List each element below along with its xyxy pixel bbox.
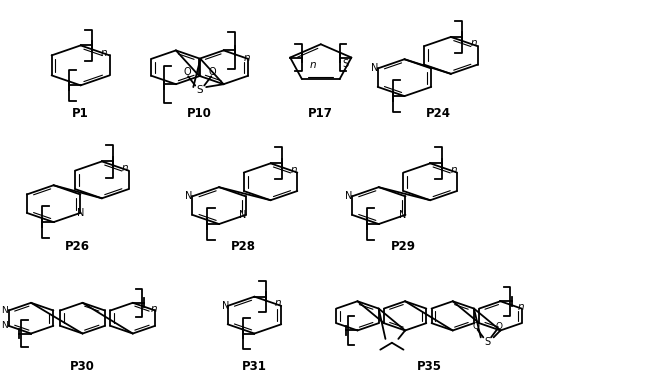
Text: S: S <box>342 60 349 69</box>
Text: O: O <box>472 322 479 331</box>
Text: P10: P10 <box>187 107 212 120</box>
Text: P17: P17 <box>308 107 333 120</box>
Text: P28: P28 <box>231 240 256 253</box>
Text: P24: P24 <box>426 107 451 120</box>
Text: $n$: $n$ <box>309 60 317 70</box>
Text: N: N <box>185 191 193 201</box>
Text: N: N <box>399 210 406 220</box>
Text: $n$: $n$ <box>243 53 251 63</box>
Text: N: N <box>371 64 379 73</box>
Text: N: N <box>1 321 9 330</box>
Text: S: S <box>196 85 203 95</box>
Text: P30: P30 <box>70 361 95 374</box>
Text: N: N <box>1 306 9 315</box>
Text: N: N <box>77 208 84 218</box>
Text: N: N <box>345 191 352 201</box>
Text: P35: P35 <box>417 361 442 374</box>
Text: $n$: $n$ <box>150 303 158 314</box>
Text: O: O <box>209 67 216 77</box>
Text: O: O <box>183 67 191 77</box>
Text: N: N <box>239 210 246 220</box>
Text: $n$: $n$ <box>274 298 282 308</box>
Text: P29: P29 <box>391 240 416 253</box>
Text: $n$: $n$ <box>470 38 478 49</box>
Text: N: N <box>222 301 229 311</box>
Text: S: S <box>484 337 490 347</box>
Text: O: O <box>495 322 502 331</box>
Text: $n$: $n$ <box>121 163 129 173</box>
Text: P26: P26 <box>65 240 90 253</box>
Text: $n$: $n$ <box>449 165 457 175</box>
Text: $n$: $n$ <box>290 165 298 175</box>
Text: $n$: $n$ <box>100 48 108 58</box>
Text: P31: P31 <box>242 361 267 374</box>
Text: P1: P1 <box>72 107 89 120</box>
Text: $n$: $n$ <box>517 302 525 312</box>
